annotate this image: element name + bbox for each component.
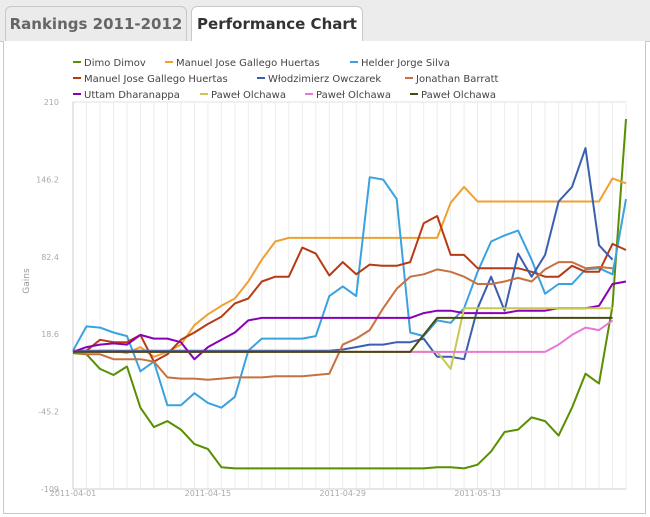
legend: Dimo Dimov Manuel Jose Gallego Huertas Hel… — [73, 58, 499, 101]
y-tick-label: 146.2 — [36, 175, 59, 184]
y-tick-label: 210 — [44, 98, 59, 107]
tab-rankings[interactable]: Rankings 2011-2012 — [5, 6, 187, 42]
legend-entry[interactable]: Uttam Dharanappa — [84, 90, 180, 101]
legend-entry[interactable]: Helder Jorge Silva — [361, 58, 450, 69]
y-tick-label: -45.2 — [38, 408, 59, 417]
legend-entry[interactable]: Włodzimierz Owczarek — [268, 74, 381, 85]
y-axis-label: Gains — [22, 268, 32, 294]
series-line-4 — [73, 147, 614, 361]
chart-grid — [72, 101, 627, 490]
x-tick-label: 2011-05-13 — [454, 489, 501, 498]
tab-bar: Rankings 2011-2012 Performance Chart — [0, 0, 650, 43]
y-tick-label: -109 — [41, 485, 59, 494]
x-tick-label: 2011-04-01 — [50, 489, 97, 498]
series-line-9 — [73, 316, 613, 353]
legend-entry[interactable]: Jonathan Barratt — [415, 74, 499, 85]
legend-entry[interactable]: Manuel Jose Gallego Huertas — [84, 74, 228, 85]
legend-entry[interactable]: Manuel Jose Gallego Huertas — [176, 58, 320, 69]
series-line-2 — [72, 176, 627, 409]
x-tick-label: 2011-04-15 — [185, 489, 232, 498]
series-line-6 — [72, 280, 627, 361]
chart-series — [72, 118, 627, 470]
y-tick-label: 82.4 — [41, 253, 59, 262]
legend-entry[interactable]: Paweł Olchawa — [421, 90, 496, 101]
series-line-5 — [72, 261, 613, 381]
plot-area — [72, 101, 627, 490]
legend-entry[interactable]: Paweł Olchawa — [316, 90, 391, 101]
series-line-0 — [72, 118, 627, 470]
legend-entry[interactable]: Paweł Olchawa — [211, 90, 286, 101]
legend-entry[interactable]: Dimo Dimov — [84, 58, 146, 69]
tab-performance-chart[interactable]: Performance Chart — [191, 6, 363, 43]
x-tick-label: 2011-04-29 — [320, 489, 367, 498]
y-tick-label: 18.6 — [41, 330, 59, 339]
